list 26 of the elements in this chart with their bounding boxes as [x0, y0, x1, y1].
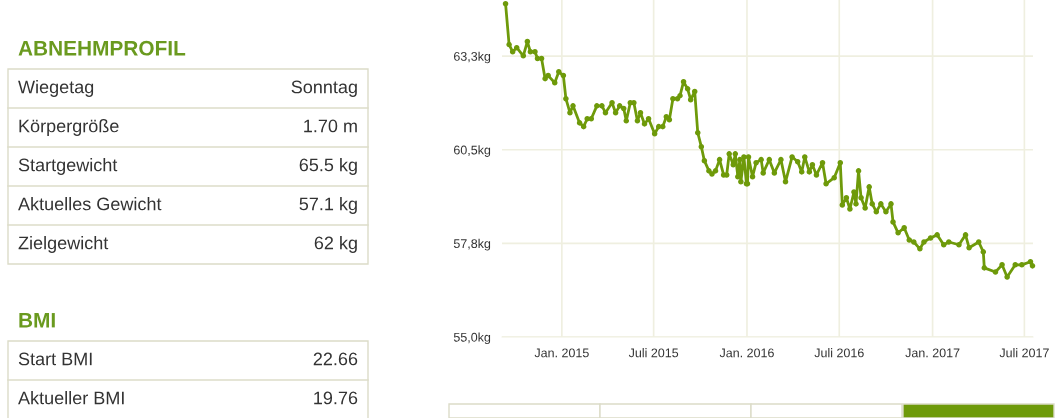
text: 1.70 m: [304, 119, 357, 133]
x-tick-label: Juli 2016: [814, 348, 864, 358]
y-tick-label: 55,0kg: [453, 332, 491, 345]
x-tick-label: Jan. 2016: [719, 348, 774, 358]
y-tick-label: 60,5kg: [454, 145, 491, 157]
text: ABNEHMPROFIL: [18, 40, 186, 56]
text: 62 kg: [314, 236, 357, 253]
text: Startgewicht: [18, 158, 118, 175]
text: 65.5 kg: [299, 158, 357, 175]
text: 22.66: [313, 352, 358, 366]
text: Sonntag: [291, 80, 357, 97]
text: Aktuelles Gewicht: [18, 197, 162, 211]
text: Körpergröße: [19, 119, 119, 136]
x-tick-label: Juli 2017: [999, 348, 1049, 358]
x-tick-label: Jan. 2015: [534, 348, 589, 358]
text: Zielgewicht: [18, 236, 109, 253]
text: BMI: [19, 313, 55, 328]
text: Aktueller BMI: [18, 391, 124, 405]
text: Wiegetag: [18, 80, 94, 97]
y-tick-label: 63,3kg: [454, 51, 491, 64]
x-tick-label: Juli 2015: [628, 348, 679, 358]
y-tick-label: 57,8kg: [453, 238, 491, 251]
text: 19.76: [314, 391, 358, 405]
text: 57.1 kg: [299, 197, 357, 214]
text: Start BMI: [18, 352, 92, 366]
x-tick-label: Jan. 2017: [905, 348, 960, 358]
